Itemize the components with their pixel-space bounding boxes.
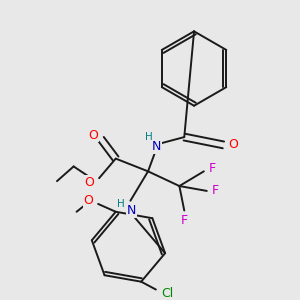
Text: F: F — [209, 162, 216, 175]
Text: O: O — [228, 138, 238, 152]
Text: Cl: Cl — [161, 287, 174, 300]
Text: N: N — [127, 204, 136, 217]
Text: O: O — [84, 176, 94, 189]
Text: F: F — [212, 184, 219, 197]
Text: O: O — [88, 129, 98, 142]
Text: H: H — [145, 132, 153, 142]
Text: O: O — [83, 194, 93, 208]
Text: H: H — [117, 199, 124, 208]
Text: F: F — [181, 214, 188, 227]
Text: N: N — [152, 140, 161, 153]
